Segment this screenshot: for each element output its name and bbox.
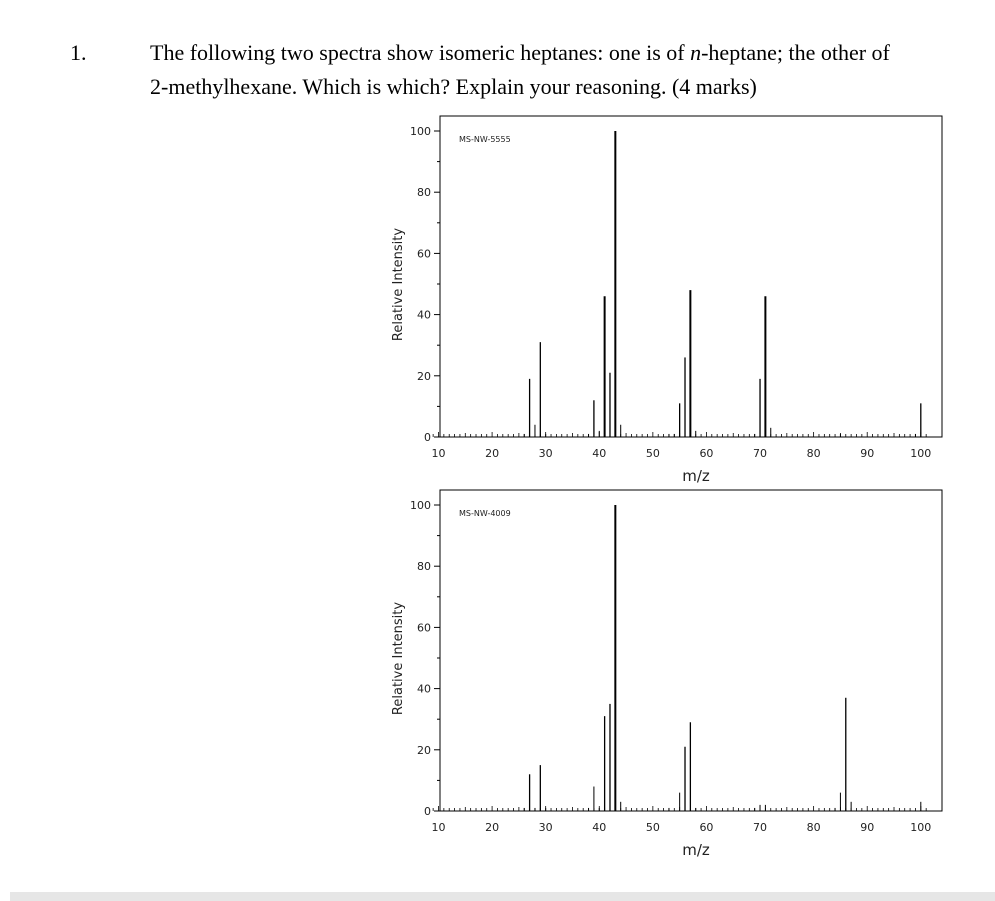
x-axis-label: m/z [682, 467, 710, 485]
x-tick-label: 90 [860, 821, 874, 834]
question-line2: 2-methylhexane. Which is which? Explain … [150, 74, 757, 99]
spectrum-code: MS-NW-4009 [459, 509, 511, 518]
x-tick-label: 40 [592, 447, 606, 460]
x-tick-label: 30 [539, 821, 553, 834]
y-tick-label: 60 [417, 621, 431, 634]
x-tick-label: 60 [699, 447, 713, 460]
y-tick-label: 20 [417, 370, 431, 383]
page-bottom-edge [10, 892, 995, 901]
y-tick-label: 80 [417, 560, 431, 573]
y-tick-label: 40 [417, 683, 431, 696]
mass-spectrum-2: 0 20 40 60 80 100 Relative Intensity 10 20 30 40 50… [391, 489, 943, 859]
x-tick-label: 70 [753, 821, 767, 834]
question-number: 1. [70, 40, 87, 65]
x-tick-label: 10 [432, 447, 446, 460]
x-tick-label: 30 [539, 447, 553, 460]
x-tick-label: 70 [753, 447, 767, 460]
x-tick-label: 50 [646, 447, 660, 460]
x-tick-label: 80 [807, 447, 821, 460]
spectrum-code: MS-NW-5555 [459, 135, 511, 144]
x-axis-label: m/z [682, 841, 710, 859]
y-axis-label: Relative Intensity [391, 602, 406, 715]
x-tick-label: 100 [910, 821, 931, 834]
y-tick-label: 20 [417, 744, 431, 757]
y-tick-label: 40 [417, 309, 431, 322]
y-tick-label: 60 [417, 247, 431, 260]
y-tick-label: 100 [410, 499, 431, 512]
x-tick-label: 20 [485, 821, 499, 834]
x-tick-label: 60 [699, 821, 713, 834]
x-tick-label: 90 [860, 447, 874, 460]
y-tick-label: 0 [424, 431, 431, 444]
x-tick-label: 100 [910, 447, 931, 460]
question-line1-pre: The following two spectra show isomeric … [150, 40, 691, 65]
y-axis-label: Relative Intensity [391, 228, 406, 341]
x-tick-label: 40 [592, 821, 606, 834]
x-tick-label: 10 [432, 821, 446, 834]
y-tick-label: 80 [417, 186, 431, 199]
y-tick-label: 0 [424, 805, 431, 818]
x-tick-label: 80 [807, 821, 821, 834]
x-tick-label: 20 [485, 447, 499, 460]
question-text: The following two spectra show isomeric … [150, 36, 950, 104]
question-line1-post: -heptane; the other of [701, 40, 890, 65]
mass-spectrum-1: 0 20 40 60 80 100 Relative Intensity 10 20 30 40 50… [391, 115, 943, 485]
y-tick-label: 100 [410, 125, 431, 138]
question-line1-italic: n [690, 40, 702, 65]
x-tick-label: 50 [646, 821, 660, 834]
